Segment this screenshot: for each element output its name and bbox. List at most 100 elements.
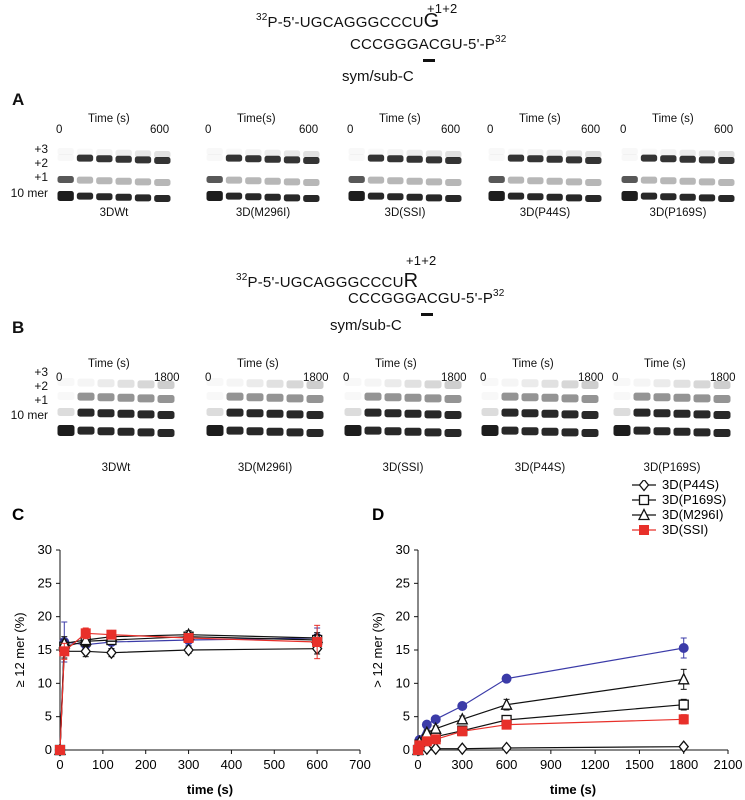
- gel-band: [718, 157, 735, 164]
- gel-band: [633, 392, 651, 401]
- gel-band: [507, 192, 525, 200]
- gel-band: [134, 150, 152, 158]
- y-tick-label: 30: [396, 542, 410, 557]
- data-point: [429, 721, 442, 734]
- gel-band: [207, 378, 224, 386]
- substrate-title: sym/sub-C: [330, 317, 402, 334]
- x-tick-label: 0: [414, 757, 421, 772]
- gel-band: [444, 381, 462, 389]
- gel-band: [97, 409, 115, 418]
- gel-band: [693, 410, 711, 419]
- gel-band: [585, 195, 602, 202]
- legend-label: 3D(P44S): [662, 480, 719, 492]
- gel-band: [384, 409, 402, 418]
- gel-band: [660, 149, 677, 157]
- gel-band: [693, 394, 711, 403]
- gel-band: [76, 176, 94, 184]
- gel-band: [581, 381, 599, 389]
- series-3D(SSI): [55, 624, 323, 755]
- gel-band: [134, 194, 152, 202]
- gel-band: [306, 429, 324, 437]
- gel-band: [226, 392, 244, 401]
- gel-band: [367, 154, 385, 162]
- gel-band: [585, 157, 602, 164]
- gel-band: [96, 193, 113, 201]
- gel-band: [264, 149, 281, 157]
- gel-band: [488, 191, 505, 201]
- data-point: [456, 742, 468, 756]
- gel-band: [507, 176, 525, 184]
- gel-band: [521, 379, 539, 388]
- gel-band: [718, 195, 735, 202]
- gel-band: [117, 379, 135, 388]
- gel-band: [364, 426, 382, 435]
- gel-band: [507, 154, 525, 162]
- enzyme-label: 3D(P169S): [643, 462, 701, 474]
- gel-band: [246, 409, 264, 418]
- gel-band: [640, 176, 658, 184]
- y-tick-label: 20: [38, 609, 52, 624]
- time-zero-label: 0: [56, 372, 63, 384]
- gel-band: [157, 395, 175, 403]
- gel-band: [264, 193, 281, 201]
- top-sequence-strand1: 32P-5'-UGCAGGGCCCUG: [256, 10, 439, 33]
- time-axis-label: Time (s): [88, 113, 130, 125]
- mid-positions: +1+2: [406, 253, 437, 268]
- gel-band: [633, 408, 651, 417]
- gel-band: [501, 426, 519, 435]
- gel-band: [264, 155, 281, 163]
- gel-band: [245, 177, 262, 185]
- x-tick-label: 1800: [669, 757, 698, 772]
- time-end-label: 1800: [154, 372, 180, 384]
- gel-band: [134, 178, 152, 186]
- gel-band: [565, 178, 583, 186]
- gel-band: [653, 379, 671, 388]
- y-axis-label: ≥ 12 mer (%): [12, 612, 27, 687]
- time-axis-label: Time (s): [88, 358, 130, 370]
- gel-band: [673, 393, 691, 402]
- gel-band: [679, 149, 696, 157]
- data-point: [638, 494, 650, 506]
- gel-band: [445, 195, 462, 202]
- gel-band: [77, 426, 95, 435]
- gel-band: [585, 179, 602, 186]
- gel-band: [283, 178, 301, 186]
- enzyme-label: 3DWt: [99, 207, 129, 219]
- gel-band: [546, 155, 563, 163]
- series-3D(M296I): [411, 668, 690, 756]
- strand-text: P-5'-UGCAGGGCCCU: [267, 14, 424, 31]
- x-tick-label: 600: [306, 757, 328, 772]
- gel-band: [303, 195, 320, 202]
- band-label: +3: [34, 142, 48, 156]
- gel-band: [641, 149, 657, 156]
- time-zero-label: 0: [343, 372, 350, 384]
- gel-band: [154, 195, 171, 202]
- gel-band: [527, 193, 544, 201]
- gel-band: [633, 378, 651, 387]
- time-zero-label: 0: [205, 124, 212, 136]
- gel-band: [137, 410, 155, 419]
- gel-band: [444, 395, 462, 403]
- gel-image: [621, 148, 735, 202]
- time-end-label: 600: [299, 124, 319, 136]
- gel-band: [673, 409, 691, 418]
- gel-band: [246, 427, 264, 436]
- series-line: [59, 648, 318, 751]
- data-point: [312, 637, 323, 647]
- gel-band: [364, 392, 382, 401]
- gel-band: [521, 393, 539, 402]
- data-point: [638, 480, 650, 492]
- gel-band: [541, 393, 559, 402]
- gel-band: [613, 408, 631, 416]
- gel-band: [527, 177, 544, 185]
- gel-band: [653, 409, 671, 418]
- band-label: 10 mer: [10, 408, 48, 422]
- data-point: [430, 734, 441, 745]
- y-tick-label: 5: [45, 709, 52, 724]
- gel-band: [561, 428, 579, 437]
- gel-band: [622, 148, 638, 155]
- gel-band: [345, 392, 362, 400]
- time-end-label: 600: [441, 124, 461, 136]
- data-point: [430, 742, 442, 756]
- gel-band: [527, 149, 544, 157]
